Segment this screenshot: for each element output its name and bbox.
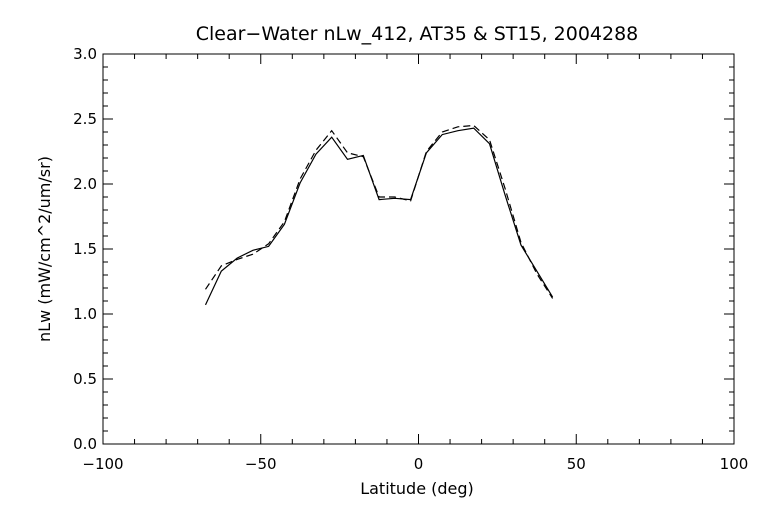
- y-tick-label: 2.0: [73, 175, 97, 193]
- series-layer: [204, 124, 554, 306]
- y-tick-label: 2.5: [73, 110, 97, 128]
- chart-title: Clear−Water nLw_412, AT35 & ST15, 200428…: [196, 23, 639, 45]
- y-axis-label: nLw (mW/cm^2/um/sr): [35, 156, 54, 342]
- y-tick-label: 3.0: [73, 45, 97, 63]
- y-tick-label: 0.5: [73, 370, 97, 388]
- series-line-solid: [204, 127, 554, 306]
- series-line-dashed: [205, 124, 554, 299]
- x-tick-label: 0: [414, 455, 424, 473]
- axis-ticks: −100 −50 0 50 100 0.0 0.5 1.0 1.5 2.0 2.5 3.0: [73, 45, 748, 473]
- x-tick-label: −50: [245, 455, 277, 473]
- plot-frame: [102, 53, 735, 445]
- y-tick-label: 1.0: [73, 305, 97, 323]
- x-axis-label: Latitude (deg): [360, 479, 474, 498]
- x-tick-label: −100: [82, 455, 123, 473]
- y-tick-label: 0.0: [73, 435, 97, 453]
- x-tick-label: 50: [567, 455, 586, 473]
- x-tick-label: 100: [720, 455, 749, 473]
- y-tick-label: 1.5: [73, 240, 97, 258]
